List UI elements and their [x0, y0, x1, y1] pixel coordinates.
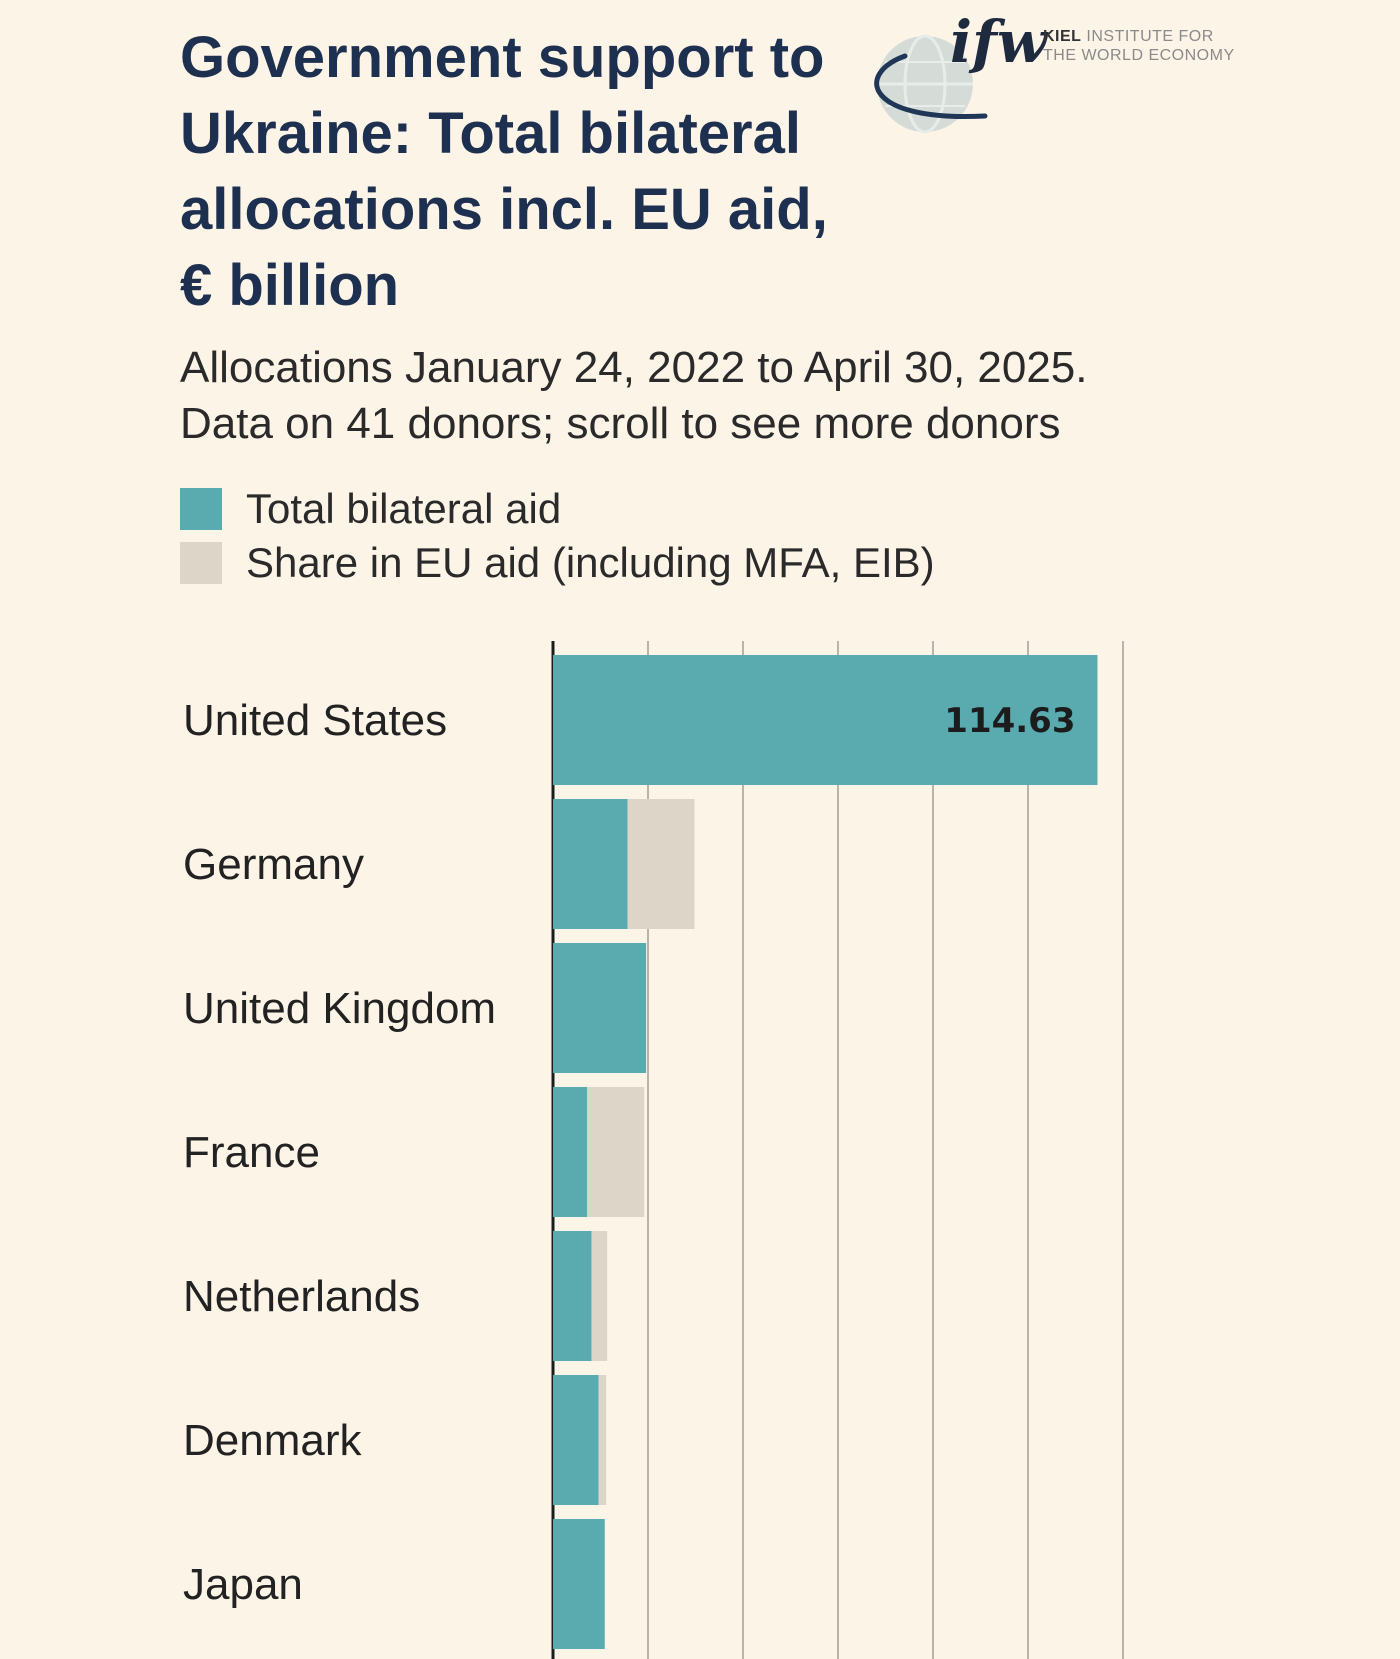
chart-legend: Total bilateral aid Share in EU aid (inc…: [180, 482, 935, 590]
title-line-3: allocations incl. EU aid,: [180, 177, 828, 242]
category-label-germany: Germany: [183, 840, 364, 889]
bar-bilateral-united-kingdom: [553, 943, 647, 1073]
legend-label-bilateral: Total bilateral aid: [246, 485, 562, 532]
category-label-united-kingdom: United Kingdom: [183, 984, 496, 1033]
category-label-japan: Japan: [183, 1560, 303, 1609]
logo-mark: ifw: [950, 8, 1049, 76]
logo-world-economy: THE WORLD ECONOMY: [1043, 47, 1235, 64]
bar-bilateral-denmark: [553, 1375, 599, 1505]
legend-item-bilateral: Total bilateral aid: [180, 482, 935, 536]
bar-eu-share-france: [587, 1087, 645, 1217]
logo-institute-for: INSTITUTE FOR: [1086, 28, 1214, 45]
bar-bilateral-france: [553, 1087, 588, 1217]
data-label-united-states: 114.63: [944, 701, 1075, 741]
legend-swatch-eu-share: [180, 542, 222, 584]
category-label-united-states: United States: [183, 696, 447, 745]
bar-bilateral-united-states: [553, 655, 1098, 785]
bar-bilateral-germany: [553, 799, 628, 929]
logo-text-line-1: KIEL INSTITUTE FOR: [1043, 28, 1214, 46]
subtitle-line-1: Allocations January 24, 2022 to April 30…: [180, 343, 1088, 392]
chart-title: Government support to Ukraine: Total bil…: [180, 20, 860, 324]
subtitle-line-2: Data on 41 donors; scroll to see more do…: [180, 399, 1061, 448]
bar-eu-share-germany: [627, 799, 695, 929]
bar-eu-share-netherlands: [591, 1231, 608, 1361]
bars: [553, 655, 1098, 1649]
bar-bilateral-netherlands: [553, 1231, 592, 1361]
category-labels: United States 114.63 Germany United Kingdom…: [183, 696, 1075, 1609]
category-label-denmark: Denmark: [183, 1416, 362, 1465]
globe-logo-icon: ifw: [874, 8, 1049, 134]
bar-eu-share-denmark: [598, 1375, 607, 1505]
legend-swatch-bilateral: [180, 488, 222, 530]
legend-label-eu-share: Share in EU aid (including MFA, EIB): [246, 539, 935, 586]
logo-kiel: KIEL: [1043, 28, 1082, 45]
chart-subtitle: Allocations January 24, 2022 to April 30…: [180, 340, 1180, 452]
kiel-institute-logo: ifw KIEL INSTITUTE FOR THE WORLD ECONOMY: [855, 4, 1235, 144]
category-label-netherlands: Netherlands: [183, 1272, 420, 1321]
category-label-france: France: [183, 1128, 320, 1177]
title-line-1: Government support to: [180, 25, 825, 90]
title-line-2: Ukraine: Total bilateral: [180, 101, 801, 166]
bar-bilateral-japan: [553, 1519, 605, 1649]
legend-item-eu-share: Share in EU aid (including MFA, EIB): [180, 536, 935, 590]
title-line-4: € billion: [180, 253, 400, 318]
